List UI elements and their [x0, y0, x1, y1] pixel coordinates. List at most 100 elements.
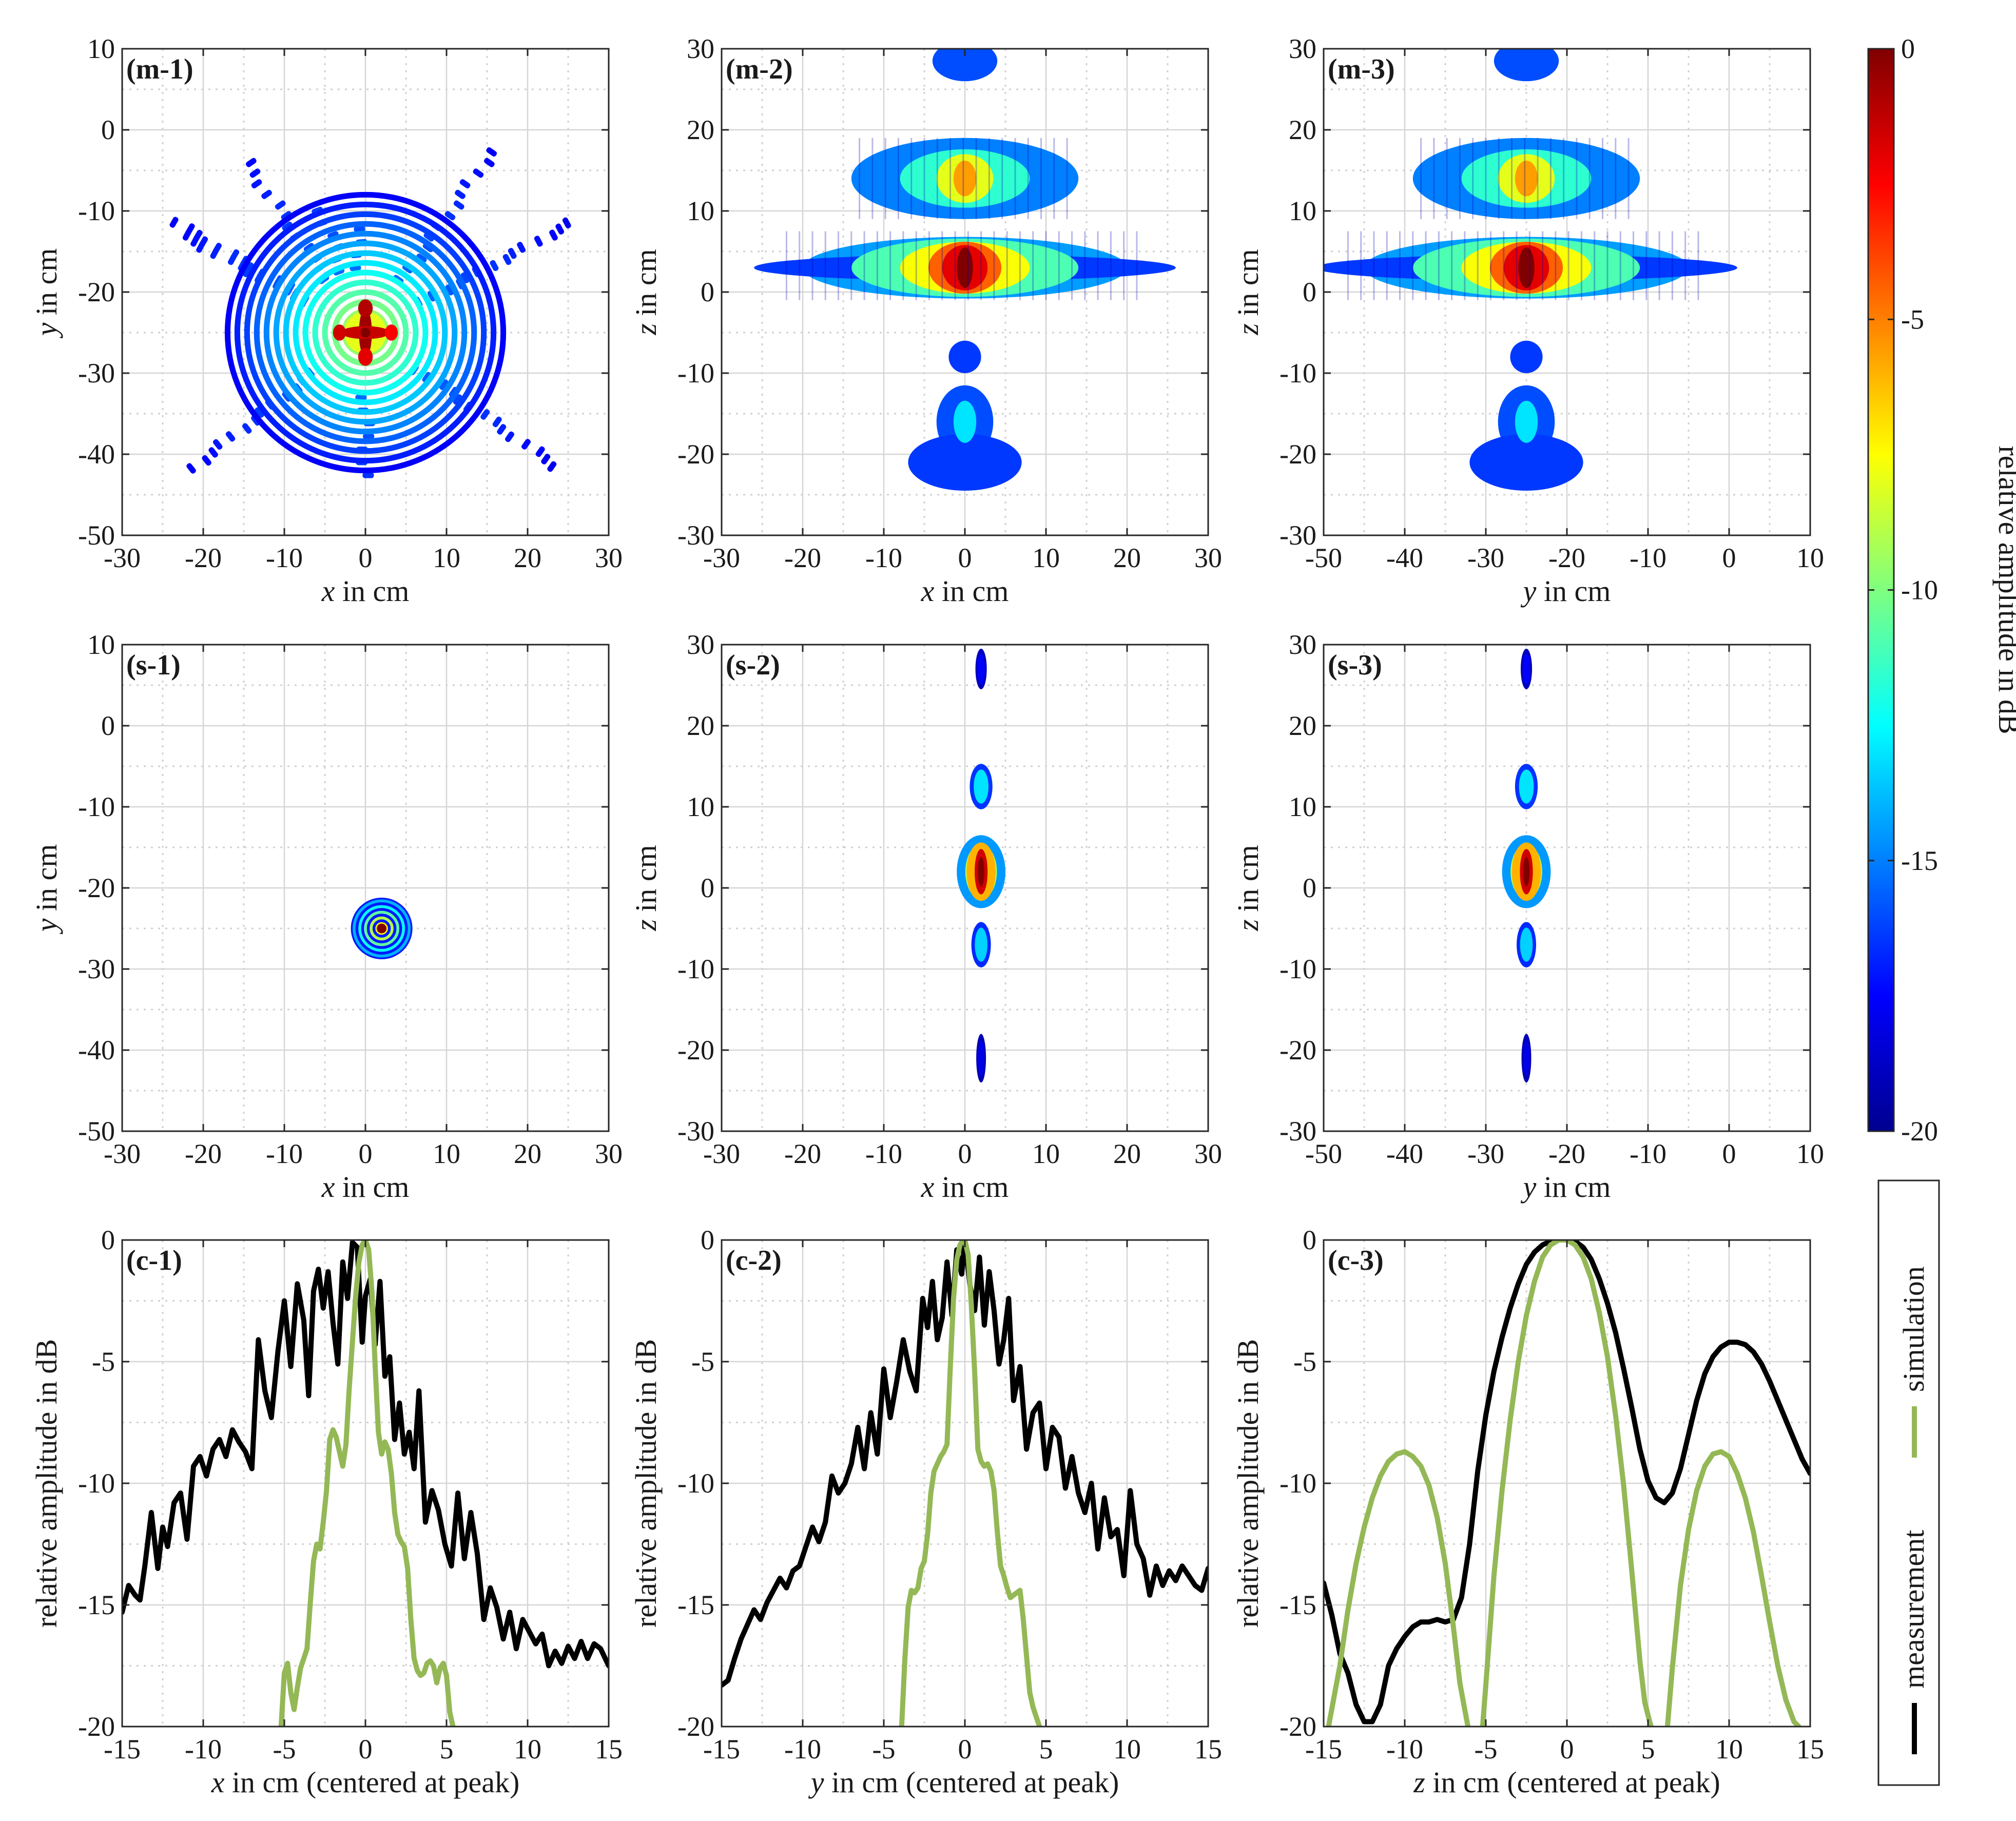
panel-s-2: -30 -20 -10 0 10 20 30 30 20 10 0 -10 -20 -30 x in cm z…: [629, 629, 1222, 1204]
y-axis-label: y in cm: [30, 248, 63, 339]
stripe: [1627, 138, 1630, 219]
ring: [322, 289, 409, 376]
stripe: [876, 231, 878, 300]
y-tick-label: 0: [701, 873, 714, 903]
stripe: [1136, 231, 1138, 300]
main-lobe: [957, 247, 973, 288]
x-tick-label: -30: [104, 1138, 141, 1169]
x-tick-label: -10: [1630, 543, 1666, 573]
lobe: [1523, 1040, 1530, 1077]
stripe: [1347, 231, 1349, 300]
colorbar-tick-label: -10: [1901, 575, 1938, 606]
y-tick-label: -5: [691, 1346, 714, 1377]
x-tick-label: 20: [514, 1138, 541, 1169]
y-tick-label: -10: [677, 1468, 714, 1499]
heat-cell: [505, 431, 515, 442]
y-tick-label: -40: [78, 1035, 115, 1066]
heat-cell: [362, 472, 374, 478]
stripe: [1684, 231, 1687, 300]
x-axis-label: x in cm: [921, 574, 1009, 608]
stripe: [1097, 231, 1099, 300]
stripe: [863, 231, 865, 300]
heat-cell: [261, 189, 272, 199]
stripe: [1555, 231, 1557, 300]
y-tick-label: 20: [687, 710, 714, 741]
x-tick-label: 10: [433, 543, 460, 573]
lines-c-3: [1324, 1240, 1810, 1727]
x-axis-label: x in cm: [321, 574, 410, 608]
x-tick-label: -20: [185, 1138, 222, 1169]
panel-label: (m-3): [1328, 53, 1395, 85]
ring: [358, 905, 405, 952]
panel-label: (m-2): [726, 53, 793, 85]
ring: [254, 221, 477, 444]
heat-cell: [212, 243, 222, 254]
stripe: [923, 138, 925, 219]
y-tick-label: -30: [677, 1116, 714, 1147]
y-tick-label: 10: [87, 629, 115, 660]
x-tick-label: 0: [958, 1734, 972, 1765]
stripe: [1615, 138, 1617, 219]
plot-content: [351, 897, 413, 960]
stripe: [1542, 231, 1544, 300]
y-tick-label: -30: [1280, 520, 1316, 551]
x-tick-label: 5: [440, 1734, 454, 1765]
peak-core: [377, 923, 387, 934]
stripe: [988, 138, 990, 219]
stripe: [1503, 231, 1505, 300]
stripe: [1594, 231, 1596, 300]
stripe: [1014, 138, 1016, 219]
y-tick-label: -10: [1280, 358, 1316, 389]
stripe: [1671, 231, 1673, 300]
x-tick-label: -20: [784, 543, 821, 573]
x-tick-label: -40: [1386, 543, 1423, 573]
x-tick-label: -15: [104, 1734, 141, 1765]
panel-s-3: -50 -40 -30 -20 -10 0 10 30 20 10 0 -10 -20 -30 y in c…: [1231, 629, 1824, 1204]
y-tick-label: 20: [1289, 114, 1316, 145]
lower-lobe: [1515, 400, 1538, 443]
y-axis-label: relative amplitude in dB: [1231, 1339, 1265, 1628]
y-tick-label: -50: [78, 520, 115, 551]
stripe: [1110, 231, 1112, 300]
y-tick-label: -20: [1280, 439, 1316, 470]
heat-cell: [245, 158, 257, 167]
x-tick-label: -10: [266, 543, 303, 573]
heat-cell: [445, 284, 454, 296]
panel-label: (s-3): [1328, 649, 1382, 681]
x-tick-label: 10: [1032, 1138, 1060, 1169]
panel-s-1: -30 -20 -10 0 10 20 30 10 0 -10 -20 -30 -40 -50 x in c…: [30, 629, 623, 1204]
y-tick-label: -20: [1280, 1711, 1316, 1742]
heat-cell: [483, 158, 495, 167]
y-axis-label: relative amplitude in dB: [629, 1339, 663, 1628]
stripe: [1446, 138, 1448, 219]
y-tick-label: -20: [78, 1711, 115, 1742]
heatmap-s-3: [1502, 648, 1551, 1083]
colorbar-label: relative amplitude in dB: [1992, 445, 2016, 734]
x-axis-label: x in cm: [321, 1170, 410, 1204]
heat-cell: [212, 439, 223, 450]
x-tick-label: 30: [595, 1138, 623, 1169]
ring: [273, 240, 458, 425]
lobe: [975, 927, 987, 962]
heat-cell: [230, 249, 240, 260]
y-tick-label: 10: [687, 196, 714, 226]
stripe: [1633, 231, 1635, 300]
y-tick-label: -30: [78, 954, 115, 984]
panel-label: (s-1): [126, 649, 181, 681]
stripe: [1032, 231, 1034, 300]
y-tick-label: -10: [78, 791, 115, 822]
x-tick-label: 30: [1194, 543, 1222, 573]
y-tick-label: -5: [1293, 1346, 1316, 1377]
x-tick-label: 10: [1796, 543, 1824, 573]
plot-content: [1324, 49, 1737, 491]
series-line-measurement: [122, 1240, 609, 1669]
x-tick-label: 20: [514, 543, 541, 573]
ring: [293, 260, 438, 405]
x-tick-label: -15: [1305, 1734, 1342, 1765]
x-tick-label: -50: [1305, 1138, 1342, 1169]
stripe: [1019, 231, 1021, 300]
stripe: [811, 231, 813, 300]
panel-label: (c-1): [126, 1245, 182, 1276]
stripe: [1464, 231, 1466, 300]
y-tick-label: -50: [78, 1116, 115, 1147]
